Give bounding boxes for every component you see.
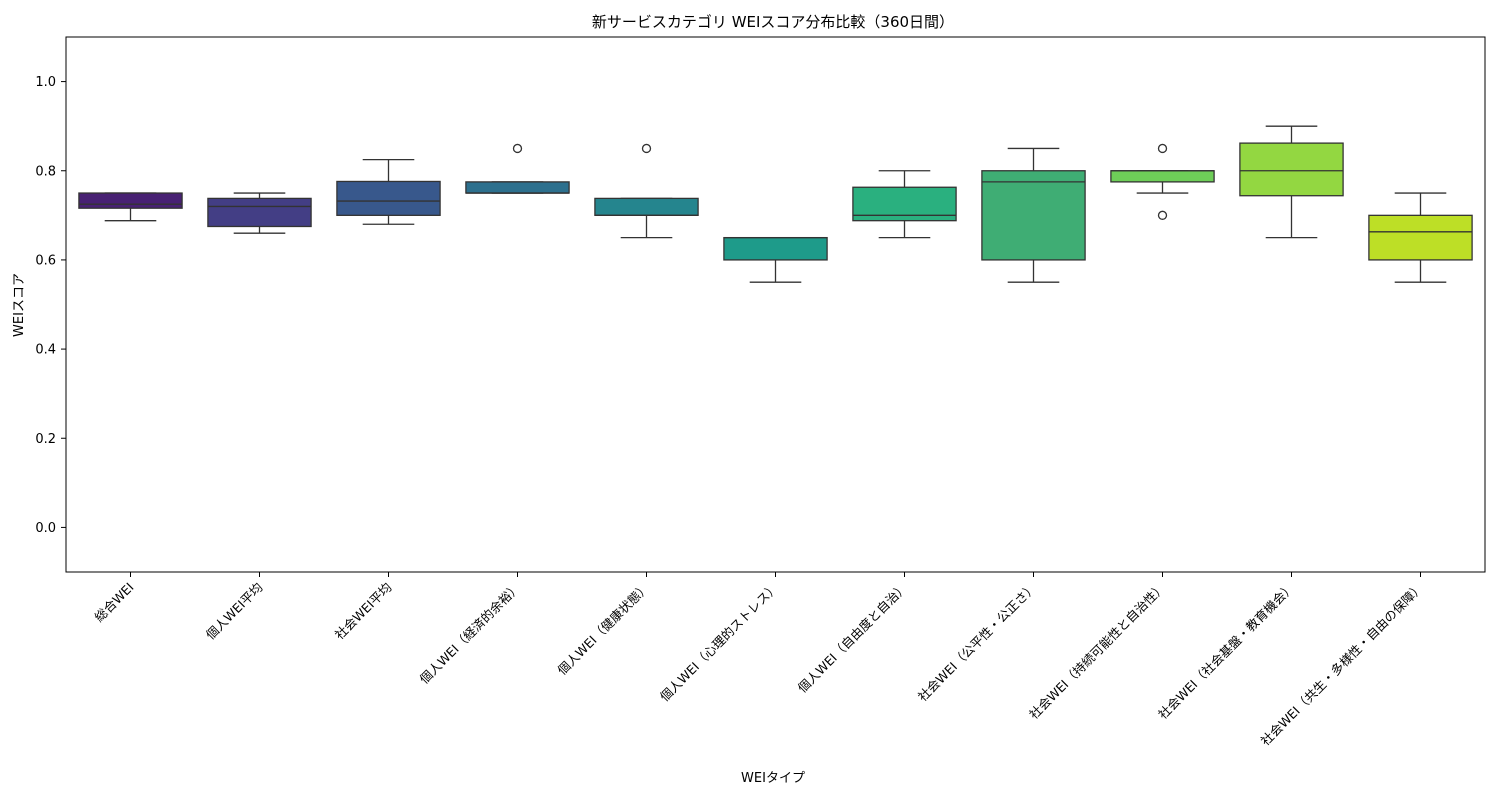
chart-title: 新サービスカテゴリ WEIスコア分布比較（360日間） (592, 13, 954, 31)
x-tick-label: 社会WEI（社会基盤・教育機会） (1155, 580, 1297, 722)
y-axis-title: WEIスコア (12, 273, 27, 337)
box-iqr (207, 197, 312, 228)
y-tick-label: 0.2 (35, 432, 56, 447)
y-tick-label: 0.0 (35, 521, 56, 536)
x-tick-label: 総合WEI (91, 580, 136, 625)
box-4 (465, 143, 570, 194)
x-tick-label: 社会WEI平均 (332, 580, 395, 643)
y-tick-label: 0.8 (35, 164, 56, 179)
plot-area (78, 125, 1473, 283)
box-iqr (1110, 170, 1215, 183)
outlier-point (641, 143, 652, 154)
x-tick-label: 社会WEI（共生・多様性・自由の保障） (1258, 580, 1427, 749)
box-iqr (336, 180, 441, 216)
box-9 (1110, 143, 1215, 220)
outlier-point (512, 143, 523, 154)
box-3 (336, 158, 441, 225)
y-tick-label: 0.4 (35, 343, 56, 358)
box-8 (981, 147, 1086, 283)
box-iqr (723, 236, 828, 261)
box-iqr (465, 181, 570, 194)
box-1 (78, 192, 183, 222)
x-tick-label: 個人WEI（心理的ストレス） (657, 580, 782, 705)
outlier-point (1157, 143, 1168, 154)
x-axis-title: WEIタイプ (741, 771, 805, 786)
box-2 (207, 192, 312, 234)
box-iqr (594, 197, 699, 216)
y-tick-label: 0.6 (35, 253, 56, 268)
box-iqr (1239, 142, 1344, 197)
y-tick-label: 1.0 (35, 75, 56, 90)
box-iqr (1368, 214, 1473, 261)
plot-frame (65, 36, 1486, 573)
box-iqr (78, 192, 183, 209)
x-tick-label: 個人WEI（健康状態） (554, 580, 652, 678)
box-10 (1239, 125, 1344, 239)
box-11 (1368, 192, 1473, 283)
x-tick-label: 個人WEI（経済的余裕） (417, 580, 524, 687)
x-tick-label: 社会WEI（持続可能性と自治性） (1026, 580, 1168, 722)
x-tick-label: 個人WEI（自由度と自治） (795, 580, 911, 696)
box-5 (594, 143, 699, 239)
box-iqr (981, 170, 1086, 261)
x-tick-label: 個人WEI平均 (203, 580, 266, 643)
outlier-point (1157, 210, 1168, 220)
box-6 (723, 236, 828, 283)
x-tick-label: 社会WEI（公平性・公正さ） (915, 580, 1040, 705)
box-7 (852, 170, 957, 239)
